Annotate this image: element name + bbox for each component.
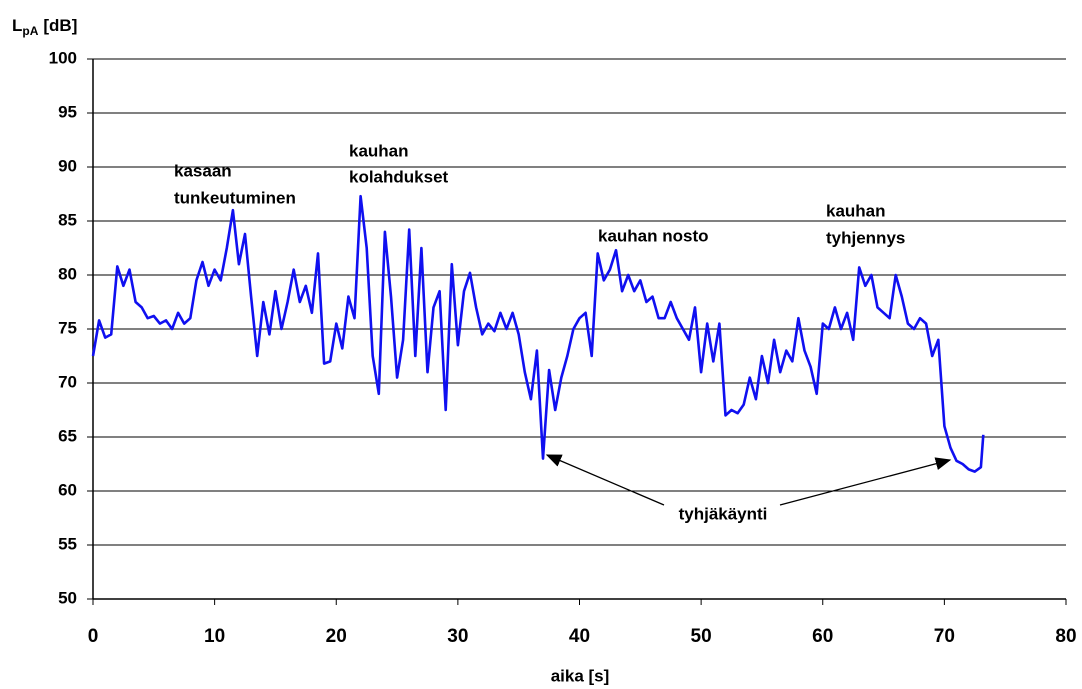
annotation: kauhan — [349, 141, 409, 160]
y-label-sub: pA — [22, 24, 38, 38]
y-tick-label: 50 — [58, 588, 77, 607]
y-tick-label: 75 — [58, 318, 77, 337]
y-tick-label: 90 — [58, 156, 77, 175]
y-tick-label: 65 — [58, 426, 77, 445]
y-tick-label: 60 — [58, 480, 77, 499]
annotation: kasaan — [174, 161, 232, 180]
x-tick-label: 20 — [326, 626, 347, 647]
annotation: tunkeutuminen — [174, 188, 296, 207]
y-tick-label: 85 — [58, 210, 77, 229]
annotation: kauhan nosto — [598, 226, 709, 245]
x-tick-label: 40 — [569, 626, 590, 647]
y-tick-label: 70 — [58, 372, 77, 391]
annotation: kolahdukset — [349, 167, 449, 186]
annotation: kauhan — [826, 201, 886, 220]
x-tick-label: 60 — [812, 626, 833, 647]
x-tick-label: 10 — [204, 626, 225, 647]
y-tick-label: 55 — [58, 534, 77, 553]
x-tick-label: 30 — [447, 626, 468, 647]
x-tick-label: 70 — [934, 626, 955, 647]
y-label-main: L — [12, 16, 22, 35]
y-axis-title: LpA [dB] — [12, 16, 77, 38]
y-tick-label: 100 — [49, 48, 77, 67]
arrow — [545, 454, 665, 506]
x-axis-title: aika [s] — [551, 666, 610, 685]
data-line — [91, 194, 985, 473]
annotation: tyhjennys — [826, 228, 905, 247]
x-tick-label: 0 — [88, 626, 99, 647]
y-tick-label: 80 — [58, 264, 77, 283]
x-tick-label: 80 — [1055, 626, 1076, 647]
arrow — [779, 457, 952, 506]
y-tick-label: 95 — [58, 102, 77, 121]
annotation: tyhjäkäynti — [679, 504, 768, 523]
x-tick-label: 50 — [691, 626, 712, 647]
y-label-unit: [dB] — [43, 16, 77, 35]
